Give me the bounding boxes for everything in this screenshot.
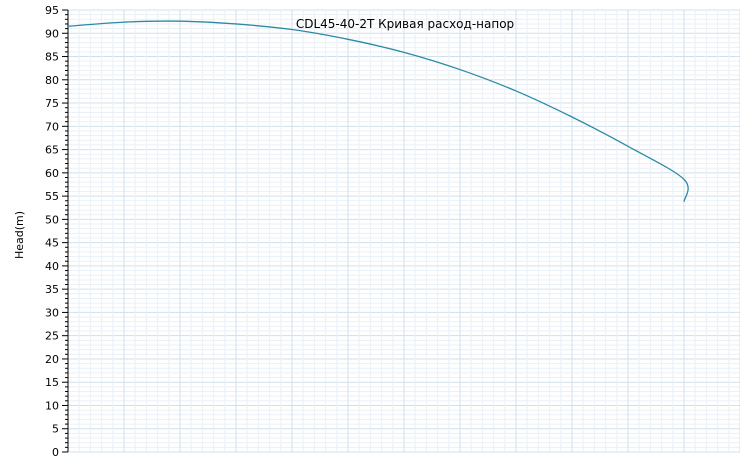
y-tick-label: 25 — [45, 330, 59, 343]
y-tick-label: 95 — [45, 4, 59, 17]
y-tick-label: 85 — [45, 51, 59, 64]
curve-layer — [67, 20, 689, 202]
y-tick-label: 0 — [52, 446, 59, 457]
y-tick-label: 35 — [45, 283, 59, 296]
y-axis: 0 5 10 15 20 25 30 35 40 45 50 55 60 65 70 75 80 85 90 95 — [45, 4, 69, 459]
y-tick-label: 20 — [45, 353, 59, 366]
grid — [68, 9, 740, 453]
y-tick-label: 70 — [45, 120, 59, 133]
y-tick-label: 40 — [45, 260, 59, 273]
y-tick-label: 75 — [45, 97, 59, 110]
y-tick-label: 55 — [45, 190, 59, 203]
y-tick-label: 15 — [45, 376, 59, 389]
y-tick-label: 5 — [52, 423, 59, 436]
head-curve — [67, 20, 689, 202]
y-tick-label: 60 — [45, 167, 59, 180]
y-tick-label: 90 — [45, 27, 59, 40]
y-tick-label: 10 — [45, 399, 59, 412]
y-tick-label: 45 — [45, 237, 59, 250]
y-tick-label: 50 — [45, 213, 59, 226]
y-axis-label: Head(m) — [13, 211, 26, 259]
chart-title: CDL45-40-2T Кривая расход-напор — [296, 17, 514, 31]
y-tick-label: 80 — [45, 74, 59, 87]
y-tick-label: 30 — [45, 306, 59, 319]
y-tick-label: 65 — [45, 144, 59, 157]
